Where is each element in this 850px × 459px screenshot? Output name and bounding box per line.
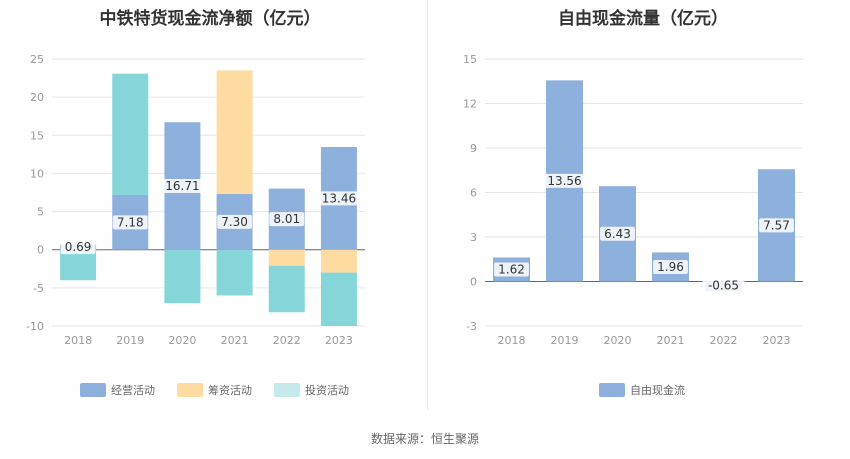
- legend-swatch-operating: [80, 383, 106, 397]
- operating-value-label: 7.18: [117, 215, 144, 229]
- fcf-value-label-bg: [600, 226, 635, 241]
- legend-label-operating: 经营活动: [111, 384, 155, 397]
- right-ytick-label: 15: [463, 53, 477, 66]
- right-xtick-label: 2023: [763, 334, 791, 347]
- legend-label-fcf: 自由现金流: [630, 384, 685, 397]
- legend-swatch-fcf: [599, 383, 625, 397]
- left-xtick-label: 2021: [221, 334, 249, 347]
- left-ytick-label: 5: [37, 206, 44, 219]
- data-source-note: 数据来源：恒生聚源: [370, 432, 479, 446]
- left-xtick-label: 2018: [64, 334, 92, 347]
- right-ytick-label: 3: [470, 231, 477, 244]
- left-ytick-label: 20: [30, 91, 44, 104]
- left-xtick-label: 2020: [168, 334, 196, 347]
- legend-item-operating[interactable]: 经营活动: [80, 382, 155, 398]
- operating-value-label-bg: [317, 191, 360, 206]
- right-xtick-label: 2021: [657, 334, 685, 347]
- fcf-value-label: -0.65: [708, 279, 739, 293]
- right-ytick-label: 0: [470, 276, 477, 289]
- financing-bar: [320, 249, 357, 273]
- right-ytick-label: 9: [470, 142, 477, 155]
- legend-item-financing[interactable]: 筹资活动: [177, 382, 252, 398]
- investing-bar: [112, 73, 149, 195]
- fcf-value-label: 1.62: [498, 262, 525, 276]
- operating-value-label: 7.30: [221, 215, 248, 229]
- right-xtick-label: 2022: [710, 334, 738, 347]
- right-chart-title: 自由现金流量（亿元）: [558, 9, 728, 29]
- operating-value-label: 13.46: [322, 191, 356, 205]
- fcf-value-label-bg: [543, 173, 586, 188]
- operating-value-label-bg: [161, 178, 204, 193]
- investing-bar: [268, 265, 305, 313]
- left-xtick-label: 2023: [325, 334, 353, 347]
- operating-value-label: 8.01: [273, 212, 300, 226]
- left-chart-title: 中铁特货现金流净额（亿元）: [99, 9, 321, 29]
- fcf-value-label-bg: [494, 262, 529, 277]
- fcf-value-label-bg: [702, 278, 745, 293]
- financing-bar: [216, 70, 253, 195]
- investing-bar: [216, 249, 253, 296]
- fcf-value-label: 13.56: [547, 174, 581, 188]
- operating-value-label-bg: [112, 215, 148, 230]
- right-ytick-label: -3: [466, 320, 477, 333]
- left-ytick-label: 0: [37, 244, 44, 257]
- chart-divider: [427, 0, 428, 410]
- right-ytick-label: 6: [470, 187, 477, 200]
- right-xtick-label: 2018: [498, 334, 526, 347]
- left-legend: 经营活动 筹资活动 投资活动: [80, 382, 349, 398]
- operating-value-label-bg: [60, 240, 96, 255]
- fcf-value-label: 1.96: [657, 260, 684, 274]
- fcf-value-label-bg: [653, 259, 688, 274]
- right-legend: 自由现金流: [599, 382, 685, 398]
- operating-value-label-bg: [269, 212, 305, 227]
- left-ytick-label: -10: [26, 320, 44, 333]
- operating-value-label-bg: [217, 214, 252, 229]
- fcf-value-label: 7.57: [763, 218, 790, 232]
- left-ytick-label: 10: [30, 167, 44, 180]
- left-xtick-label: 2022: [273, 334, 301, 347]
- investing-bar: [60, 249, 97, 281]
- left-ytick-label: -5: [33, 282, 44, 295]
- legend-swatch-financing: [177, 383, 203, 397]
- left-ytick-label: 15: [30, 129, 44, 142]
- left-ytick-label: 25: [30, 53, 44, 66]
- financing-bar: [268, 249, 305, 266]
- legend-item-investing[interactable]: 投资活动: [274, 382, 349, 398]
- legend-swatch-investing: [274, 383, 300, 397]
- left-xtick-label: 2019: [116, 334, 144, 347]
- legend-item-fcf[interactable]: 自由现金流: [599, 382, 685, 398]
- right-xtick-label: 2019: [551, 334, 579, 347]
- investing-bar: [320, 272, 357, 326]
- operating-value-label: 16.71: [165, 179, 199, 193]
- right-xtick-label: 2020: [604, 334, 632, 347]
- fcf-value-label: 6.43: [604, 227, 631, 241]
- investing-bar: [164, 249, 201, 304]
- legend-label-investing: 投资活动: [305, 384, 349, 397]
- legend-label-financing: 筹资活动: [208, 384, 252, 397]
- right-ytick-label: 12: [463, 98, 477, 111]
- operating-value-label: 0.69: [65, 240, 92, 254]
- fcf-value-label-bg: [759, 218, 794, 233]
